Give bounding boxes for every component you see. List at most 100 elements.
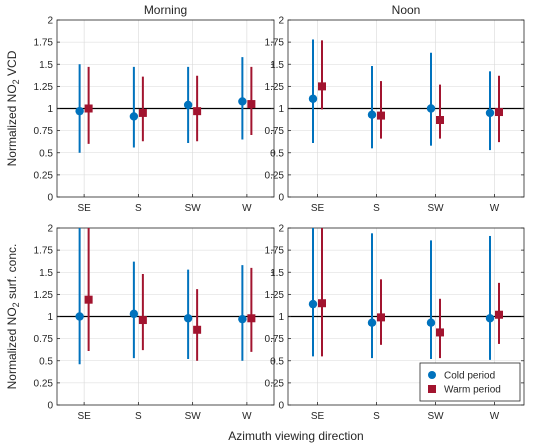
y-tick-label: 2 <box>278 16 284 27</box>
y-tick-label: 1.5 <box>39 268 53 279</box>
panel-4: 0 0.25 0.5 0.75 1 1.25 1.5 1.75 2 SE S SW W Cold peri… <box>265 224 525 422</box>
data-point-cold <box>129 112 139 121</box>
data-point-cold <box>308 299 318 309</box>
y-tick-label: 0.5 <box>39 356 53 367</box>
data-point-warm <box>138 108 147 117</box>
y-tick-label: 0.25 <box>34 378 54 389</box>
data-point-cold <box>183 100 193 110</box>
data-point-cold <box>308 94 318 103</box>
y-tick-label: 1 <box>278 312 284 323</box>
y-tick-label: 1.25 <box>34 290 54 301</box>
x-tick-label: S <box>135 411 142 422</box>
data-point-cold <box>485 108 495 118</box>
legend-label: Cold period <box>444 371 495 382</box>
data-point-warm <box>247 314 256 323</box>
y-tick-label: 1 <box>47 104 53 115</box>
data-point-cold <box>75 106 84 116</box>
data-point-warm <box>436 116 444 125</box>
x-axis-title: Azimuth viewing direction <box>228 429 363 443</box>
data-point-warm <box>318 82 326 91</box>
y-tick-label: 0.5 <box>270 148 284 159</box>
x-tick-label: W <box>490 411 500 422</box>
x-tick-label: W <box>242 411 252 422</box>
data-point-cold <box>367 318 377 327</box>
x-tick-label: SW <box>185 411 202 422</box>
x-tick-label: SE <box>77 411 91 422</box>
x-tick-label: S <box>373 411 380 422</box>
x-tick-label: W <box>242 203 252 214</box>
y-tick-label: 1.75 <box>34 38 54 49</box>
y-tick-label: 1.25 <box>34 82 54 93</box>
data-point-warm <box>193 107 202 116</box>
legend-label: Warm period <box>444 385 501 396</box>
y-tick-label: 1.75 <box>34 246 54 257</box>
data-point-warm <box>495 108 503 117</box>
data-point-warm <box>193 325 202 334</box>
y-tick-label: 2 <box>278 224 284 235</box>
y-tick-label: 0.5 <box>270 356 284 367</box>
y-tick-label: 1.25 <box>265 290 285 301</box>
data-point-cold <box>183 314 193 323</box>
x-tick-label: SW <box>185 203 202 214</box>
data-point-warm <box>377 111 385 120</box>
y-tick-label: 0.25 <box>265 378 285 389</box>
x-tick-label: SE <box>311 203 325 214</box>
y-tick-label: 0.25 <box>265 170 285 181</box>
y-tick-label: 1.75 <box>265 246 285 257</box>
panel-title: Noon <box>392 3 421 17</box>
x-tick-label: S <box>135 203 142 214</box>
x-tick-label: SW <box>427 203 444 214</box>
y-tick-label: 0.75 <box>34 334 54 345</box>
data-point-cold <box>426 318 436 327</box>
y-tick-label: 0 <box>47 401 53 412</box>
x-tick-label: SE <box>311 411 325 422</box>
data-point-cold <box>426 104 436 113</box>
data-point-cold <box>129 309 139 319</box>
y-tick-label: 0 <box>47 193 53 204</box>
y-tick-label: 0.75 <box>265 126 285 137</box>
y-tick-label: 1.25 <box>265 82 285 93</box>
y-tick-label: 1.75 <box>265 38 285 49</box>
y-tick-label: 1.5 <box>39 60 53 71</box>
data-point-warm <box>436 328 444 337</box>
y-axis-title: Normalized NO2 VCD <box>5 50 21 166</box>
y-tick-label: 1.5 <box>270 60 284 71</box>
legend-box <box>419 362 521 402</box>
legend-marker-cold <box>428 371 436 379</box>
panel-3: 0 0.25 0.5 0.75 1 1.25 1.5 1.75 2 SE S SW W Normalize… <box>5 224 275 422</box>
data-point-warm <box>495 310 503 319</box>
y-tick-label: 0.75 <box>265 334 285 345</box>
y-tick-label: 0.5 <box>39 148 53 159</box>
y-axis-title: Normalized NO2 surf. conc. <box>5 244 21 390</box>
data-point-cold <box>367 110 377 119</box>
data-point-cold <box>75 312 84 321</box>
y-tick-label: 0.25 <box>34 170 54 181</box>
y-tick-label: 0.75 <box>34 126 54 137</box>
data-point-cold <box>485 314 495 323</box>
panel-1: 0 0.25 0.5 0.75 1 1.25 1.5 1.75 2 SE S SW W Morning No… <box>5 3 275 214</box>
panel-title: Morning <box>144 3 187 17</box>
data-point-warm <box>318 299 326 308</box>
y-tick-label: 2 <box>47 224 53 235</box>
data-point-warm <box>84 104 93 113</box>
y-tick-label: 1.5 <box>270 268 284 279</box>
y-tick-label: 1 <box>278 104 284 115</box>
data-point-cold <box>238 97 247 106</box>
y-tick-label: 0 <box>278 193 284 204</box>
y-tick-label: 2 <box>47 16 53 27</box>
data-point-cold <box>238 314 247 324</box>
legend: Cold period Warm period <box>419 362 521 402</box>
x-tick-label: S <box>373 203 380 214</box>
data-point-warm <box>138 316 147 325</box>
y-tick-label: 1 <box>47 312 53 323</box>
data-point-warm <box>377 313 385 322</box>
panel-2: 0 0.25 0.5 0.75 1 1.25 1.5 1.75 2 SE S SW W Noon <box>265 3 525 214</box>
x-tick-label: SE <box>77 203 91 214</box>
legend-marker-warm <box>428 385 436 393</box>
data-point-warm <box>84 295 93 304</box>
data-point-warm <box>247 100 256 109</box>
y-tick-label: 0 <box>278 401 284 412</box>
x-tick-label: W <box>490 203 500 214</box>
x-tick-label: SW <box>427 411 444 422</box>
